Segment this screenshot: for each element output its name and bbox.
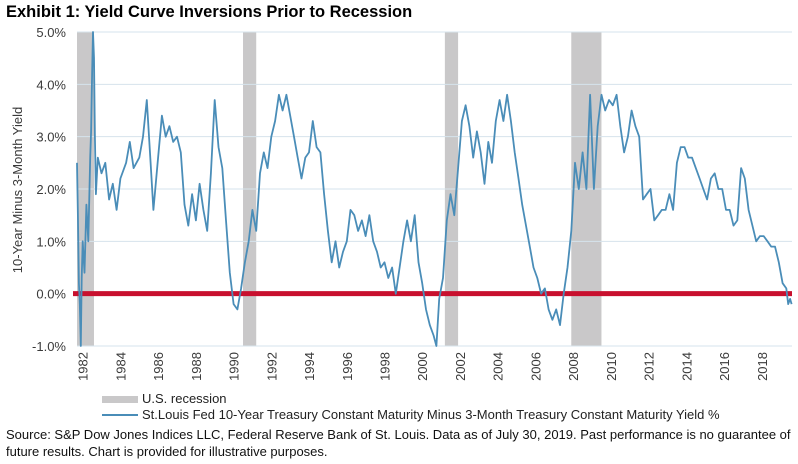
x-axis-ticks: 1982 1984 1986 1988 1990 1992 1994 1996 1998 2000… — [76, 352, 770, 381]
x-tick-label: 1992 — [264, 352, 279, 381]
chart-title: Exhibit 1: Yield Curve Inversions Prior … — [6, 3, 413, 21]
x-tick-label: 2016 — [717, 352, 732, 381]
x-tick-label: 1986 — [151, 352, 166, 381]
x-tick-label: 1998 — [378, 352, 393, 381]
x-tick-label: 1996 — [340, 352, 355, 381]
x-tick-label: 2014 — [679, 352, 694, 381]
x-tick-label: 1984 — [113, 352, 128, 381]
legend-recession-label: U.S. recession — [142, 391, 227, 406]
x-tick-label: 2012 — [642, 352, 657, 381]
x-tick-label: 1990 — [227, 352, 242, 381]
y-axis-label: 10-Year Minus 3-Month Yield — [10, 107, 25, 273]
y-tick-label: 0.0% — [36, 287, 66, 302]
legend-series-label: St.Louis Fed 10-Year Treasury Constant M… — [142, 407, 720, 422]
x-tick-label: 1982 — [76, 352, 91, 381]
y-tick-label: 2.0% — [36, 182, 66, 197]
x-tick-label: 2002 — [453, 352, 468, 381]
series-layer — [76, 31, 793, 347]
legend-item-series: St.Louis Fed 10-Year Treasury Constant M… — [102, 407, 720, 423]
y-axis-ticks: 5.0% 4.0% 3.0% 2.0% 1.0% 0.0% -1.0% — [32, 25, 66, 354]
recession-swatch — [102, 395, 138, 403]
gridlines — [77, 31, 792, 347]
x-tick-label: 2006 — [528, 352, 543, 381]
y-tick-label: 3.0% — [36, 130, 66, 145]
x-tick-label: 1994 — [302, 352, 317, 381]
x-tick-label: 2018 — [755, 352, 770, 381]
legend: U.S. recession St.Louis Fed 10-Year Trea… — [102, 391, 720, 423]
x-tick-label: 2004 — [491, 352, 506, 381]
y-tick-label: -1.0% — [32, 339, 66, 354]
series-swatch — [102, 414, 138, 416]
x-tick-label: 1988 — [189, 352, 204, 381]
x-tick-label: 2010 — [604, 352, 619, 381]
source-note: Source: S&P Dow Jones Indices LLC, Feder… — [6, 427, 791, 459]
x-tick-label: 2008 — [566, 352, 581, 381]
y-tick-label: 4.0% — [36, 77, 66, 92]
y-tick-label: 1.0% — [36, 234, 66, 249]
x-tick-label: 2000 — [415, 352, 430, 381]
y-tick-label: 5.0% — [36, 25, 66, 40]
series-line — [76, 31, 793, 347]
legend-item-recession: U.S. recession — [102, 391, 720, 407]
